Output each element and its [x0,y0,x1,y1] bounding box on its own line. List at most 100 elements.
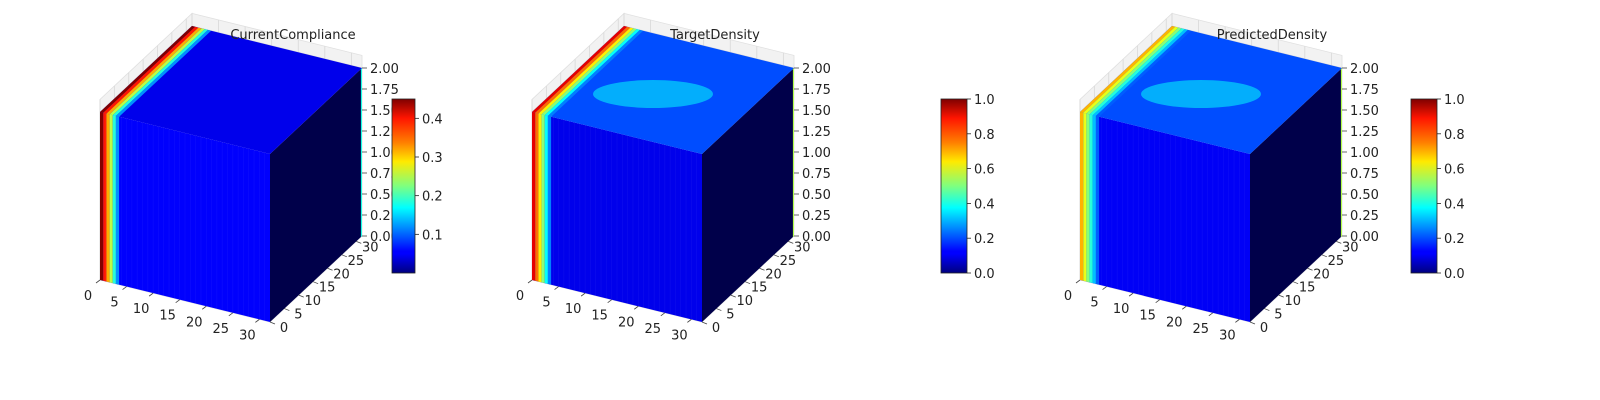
y-tick-label: 20 [765,267,782,282]
cube-top-strip [1086,27,1182,115]
z-tick-label: 0.25 [1350,209,1379,224]
y-tick-mark [1249,321,1256,325]
y-tick-label: 5 [726,308,734,323]
cube-left-strip [541,114,545,284]
cube-edge-band [360,68,362,238]
z-tick-label: 0.75 [1350,167,1379,182]
x-axis: 0 5 10 15 20 25 30 [84,279,260,343]
voxel-cube [1080,26,1342,322]
x-tick-mark [175,299,180,304]
x-tick-mark [1102,286,1107,290]
panel-current-compliance: 0 5 10 15 20 25 30 0510152025300.000.250.500.75… [84,12,443,343]
x-tick-mark [228,312,234,317]
cube-left-strip [106,113,110,283]
cube-left-strip [100,112,104,281]
x-tick-mark [634,305,639,310]
top-density-feature [593,80,713,108]
z-tick-label: 0.00 [802,230,831,245]
x-tick-label: 25 [645,322,662,337]
cube-left-strip [1083,112,1087,282]
y-tick-label: 30 [1342,240,1359,255]
colorbar-gradient [391,98,416,274]
z-tick-label: 1.75 [370,83,399,98]
y-tick-mark [1264,308,1270,311]
colorbar-gradient [940,98,968,274]
chart-title: CurrentCompliance [230,28,355,43]
cube-top-strip [535,26,631,114]
y-tick-label: 25 [780,254,797,269]
z-tick-label: 1.75 [802,83,831,98]
y-tick-label: 10 [304,294,321,309]
y-tick-label: 15 [319,281,336,296]
cube-top-strip [1092,29,1188,116]
z-tick-label: 1.25 [802,125,831,140]
y-tick-mark [773,254,780,258]
cube-left-strip [112,115,116,284]
colorbar-tick-label: 0.2 [422,190,443,205]
colorbar-tick-label: 0.0 [974,267,995,282]
cube-right-face [1250,68,1342,322]
cube-top-strip [112,29,208,116]
z-tick-label: 1.25 [1350,125,1379,140]
x-axis: 0 5 10 15 20 25 30 [1064,279,1240,343]
cube-edge-band [792,68,794,238]
y-tick-label: 30 [362,240,379,255]
cube-top-strip [1089,28,1185,116]
cube-left-strip [1086,113,1090,283]
x-tick-label: 30 [239,328,256,343]
cube-left-strip [535,112,539,282]
cube-left-strip [109,114,113,284]
y-tick-label: 0 [712,321,720,336]
y-tick-mark [1321,254,1328,258]
x-tick-mark [1235,319,1240,323]
z-tick-label: 2.00 [802,62,831,77]
z-tick-label: 2.00 [370,62,399,77]
colorbar-tick-label: 0.6 [974,163,995,178]
chart-title: PredictedDensity [1217,28,1328,43]
colorbar-gradient [1410,98,1438,274]
x-tick-mark [122,286,127,290]
x-tick-label: 20 [186,315,203,330]
cube-top-strip [1080,26,1176,113]
y-tick-label: 0 [1260,321,1268,336]
x-tick-label: 20 [1166,315,1183,330]
y-tick-mark [788,241,794,244]
colorbar: 0.0 0.2 0.4 0.6 0.8 1.0 [1410,93,1465,282]
y-tick-mark [341,254,348,258]
x-tick-label: 20 [618,315,635,330]
colorbar-tick-label: 0.1 [422,228,443,243]
x-tick-mark [1208,312,1214,317]
x-tick-label: 15 [1139,309,1156,324]
colorbar-tick-label: 1.0 [974,93,995,108]
x-tick-mark [527,279,533,284]
x-tick-mark [95,279,101,284]
z-tick-label: 1.50 [1350,104,1379,119]
y-tick-mark [701,321,708,325]
x-tick-label: 5 [542,296,550,311]
cube-left-strip [538,113,542,283]
y-tick-label: 20 [333,267,350,282]
z-tick-label: 0.25 [802,209,831,224]
cube-top-strip [541,28,637,116]
y-tick-mark [312,281,319,285]
y-tick-mark [1278,294,1284,298]
colorbar-tick-label: 1.0 [1444,93,1465,108]
y-tick-mark [284,308,290,311]
cube-front-face [532,112,702,322]
x-tick-label: 30 [1219,328,1236,343]
z-tick-label: 0.00 [1350,230,1379,245]
z-tick-label: 0.50 [802,188,831,203]
y-tick-label: 5 [294,308,302,323]
x-tick-label: 5 [110,296,118,311]
z-tick-label: 0.50 [1350,188,1379,203]
y-tick-label: 0 [280,321,288,336]
x-tick-label: 5 [1090,296,1098,311]
y-tick-mark [327,267,333,271]
x-tick-label: 0 [84,289,92,304]
cube-left-strip [103,112,107,282]
y-tick-label: 15 [1299,281,1316,296]
y-tick-label: 5 [1274,308,1282,323]
z-tick-label: 0.75 [802,167,831,182]
cube-top-strip [1083,26,1179,114]
